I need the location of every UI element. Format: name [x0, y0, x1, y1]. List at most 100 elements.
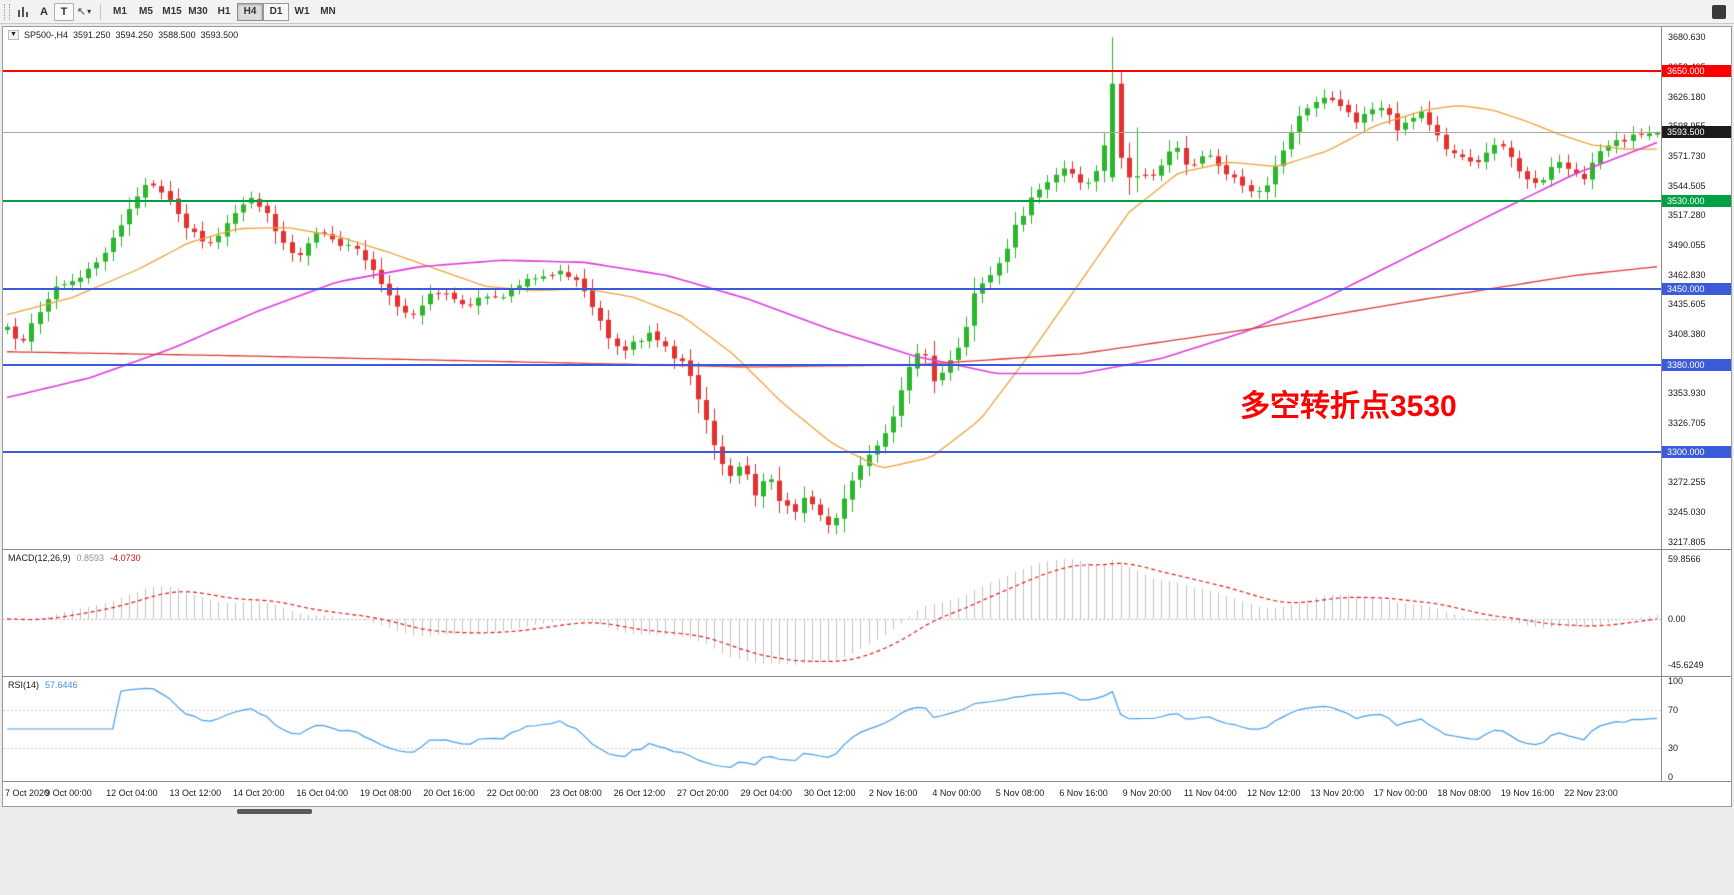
macd-axis-label: 0.00: [1668, 613, 1686, 624]
macd-axis-label: 59.8566: [1668, 553, 1701, 564]
level-price-tag: 3650.000: [1662, 64, 1731, 77]
price-axis[interactable]: 3680.6303653.4053626.1803598.9553571.730…: [1661, 27, 1731, 549]
window-control-icon[interactable]: [1712, 4, 1726, 19]
rsi-axis-label: 0: [1668, 772, 1674, 781]
h-scrollbar-thumb[interactable]: [237, 809, 312, 814]
symbol-header: ▼ SP500-,H4 3591.250 3594.250 3588.500 3…: [8, 30, 238, 40]
time-axis-label: 9 Nov 20:00: [1122, 788, 1172, 798]
timeframe-d1-button[interactable]: D1: [263, 2, 289, 21]
price-axis-label: 3490.055: [1668, 239, 1706, 250]
timeframe-m5-button[interactable]: M5: [133, 3, 159, 21]
current-price-tag: 3593.500: [1662, 126, 1731, 139]
price-pane[interactable]: ▼ SP500-,H4 3591.250 3594.250 3588.500 3…: [3, 27, 1731, 549]
price-axis-label: 3462.830: [1668, 269, 1706, 280]
rsi-axis-label: 100: [1668, 676, 1684, 686]
current-price-line: [3, 132, 1661, 134]
price-axis-label: 3245.030: [1668, 506, 1706, 517]
toolbar: A T ↖ ▾ M1 M5 M15 M30 H1 H4 D1 W1 MN: [0, 0, 1734, 24]
time-axis-label: 9 Oct 00:00: [45, 788, 92, 798]
price-axis-label: 3326.705: [1668, 417, 1706, 428]
level-price-tag: 3530.000: [1662, 195, 1731, 208]
price-axis-label: 3544.505: [1668, 180, 1706, 191]
time-axis-label: 13 Oct 12:00: [169, 788, 222, 798]
time-axis-label: 2 Nov 16:00: [868, 788, 918, 798]
timeframe-h1-button[interactable]: H1: [211, 3, 237, 21]
cursor-tool-icon[interactable]: ↖ ▾: [76, 6, 92, 18]
level-price-tag: 3300.000: [1662, 446, 1731, 458]
time-axis-label: 16 Oct 04:00: [296, 788, 348, 798]
time-axis-label: 6 Nov 16:00: [1059, 788, 1108, 798]
chart-bars-icon[interactable]: [14, 3, 34, 21]
bar-high-value: 3594.250: [115, 30, 154, 40]
timeframe-m1-button[interactable]: M1: [107, 3, 133, 21]
horizontal-level-line[interactable]: [3, 69, 1661, 72]
annotate-letter-button[interactable]: A: [34, 3, 54, 21]
time-axis-label: 18 Nov 08:00: [1437, 788, 1491, 798]
time-axis-label: 11 Nov 04:00: [1183, 788, 1237, 798]
toolbar-drag-handle[interactable]: [4, 3, 10, 20]
macd-axis[interactable]: 59.8566 0.00 -45.6249: [1661, 550, 1731, 676]
time-axis-label: 17 Nov 00:00: [1373, 788, 1428, 798]
time-axis-label: 5 Nov 08:00: [995, 788, 1045, 798]
time-axis-label: 23 Oct 08:00: [550, 788, 602, 798]
price-axis-label: 3571.730: [1668, 150, 1706, 161]
level-price-tag: 3450.000: [1662, 282, 1731, 295]
chart-window: ▼ SP500-,H4 3591.250 3594.250 3588.500 3…: [2, 26, 1732, 807]
rsi-label: RSI(14) 57.6446: [8, 680, 78, 690]
price-axis-label: 3517.280: [1668, 210, 1706, 221]
macd-pane[interactable]: MACD(12,26,9) 0.8593 -4.0730 59.8566 0.00…: [3, 549, 1731, 676]
horizontal-level-line[interactable]: [3, 363, 1661, 366]
rsi-name: RSI(14): [8, 680, 40, 690]
chart-bars-icon-svg: [18, 6, 28, 17]
time-axis-label: 30 Oct 12:00: [803, 788, 856, 798]
rsi-axis[interactable]: 100 70 30 0: [1661, 677, 1731, 781]
price-axis-label: 3408.380: [1668, 328, 1706, 339]
time-axis-label: 13 Nov 20:00: [1310, 788, 1365, 798]
rsi-pane[interactable]: RSI(14) 57.6446 100 70 30 0: [3, 676, 1731, 781]
price-axis-label: 3272.255: [1668, 477, 1706, 488]
timeframe-w1-button[interactable]: W1: [289, 3, 315, 21]
time-axis-label: 29 Oct 04:00: [740, 788, 793, 798]
price-axis-label: 3353.930: [1668, 388, 1706, 399]
time-axis-label: 19 Nov 16:00: [1500, 788, 1555, 798]
level-price-tag: 3380.000: [1662, 358, 1731, 371]
time-axis-label: 4 Nov 00:00: [932, 788, 981, 798]
time-axis-label: 20 Oct 16:00: [423, 788, 475, 798]
time-axis-label: 12 Oct 04:00: [106, 788, 158, 798]
macd-label: MACD(12,26,9) 0.8593 -4.0730: [8, 553, 141, 563]
rsi-value: 57.6446: [45, 680, 78, 690]
time-axis-label: 26 Oct 12:00: [613, 788, 666, 798]
price-axis-label: 3217.805: [1668, 536, 1706, 547]
chart-annotation-text[interactable]: 多空转折点3530: [1240, 390, 1457, 423]
bar-open-value: 3591.250: [72, 30, 111, 40]
price-axis-label: 3626.180: [1668, 91, 1706, 102]
chevron-down-icon: ▾: [87, 7, 92, 16]
text-tool-button[interactable]: T: [54, 2, 74, 21]
bar-low-value: 3588.500: [158, 30, 196, 40]
time-axis-label: 22 Oct 00:00: [486, 788, 539, 798]
rsi-axis-label: 30: [1668, 743, 1679, 754]
macd-name: MACD(12,26,9): [8, 553, 71, 563]
time-axis-label: 22 Nov 23:00: [1564, 788, 1618, 798]
time-axis-label: 14 Oct 20:00: [232, 788, 285, 798]
macd-main-value: 0.8593: [76, 553, 105, 563]
time-axis-label: 7 Oct 2020: [5, 788, 50, 798]
rsi-chart-canvas[interactable]: [3, 677, 1661, 781]
time-axis[interactable]: 7 Oct 2020 9 Oct 00:00 12 Oct 04:00 13 Oct …: [3, 781, 1731, 806]
horizontal-level-line[interactable]: [3, 200, 1661, 203]
rsi-axis-label: 70: [1668, 704, 1679, 715]
price-axis-label: 3680.630: [1668, 32, 1706, 43]
bar-close-value: 3593.500: [200, 30, 239, 40]
timeframe-m15-button[interactable]: M15: [159, 3, 185, 21]
macd-axis-label: -45.6249: [1668, 659, 1704, 670]
symbol-dropdown-icon[interactable]: ▼: [8, 30, 19, 40]
timeframe-h4-button[interactable]: H4: [237, 2, 263, 21]
timeframe-m30-button[interactable]: M30: [185, 3, 211, 21]
horizontal-level-line[interactable]: [3, 451, 1661, 453]
horizontal-level-line[interactable]: [3, 287, 1661, 290]
macd-signal-value: -4.0730: [110, 553, 141, 563]
price-axis-label: 3435.605: [1668, 299, 1706, 310]
macd-chart-canvas[interactable]: [3, 550, 1661, 676]
timeframe-mn-button[interactable]: MN: [315, 3, 341, 21]
